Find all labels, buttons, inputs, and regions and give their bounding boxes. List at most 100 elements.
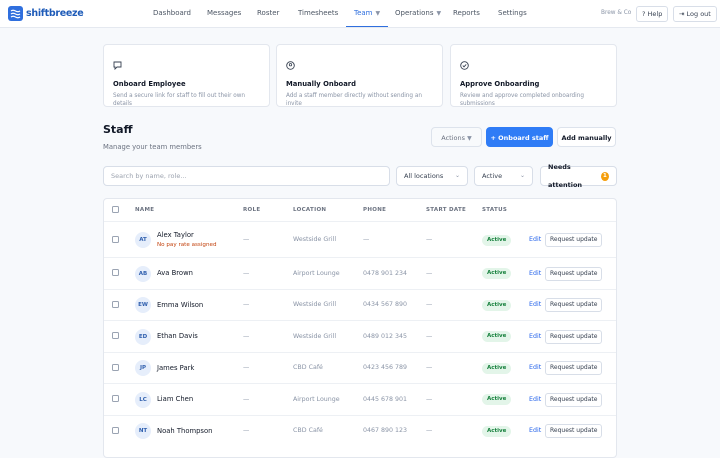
label: Active (482, 172, 503, 180)
edit-link[interactable]: Edit (529, 301, 542, 309)
avatar: AB (135, 265, 151, 282)
label: All locations (404, 172, 444, 180)
help-button[interactable]: ? Help (636, 6, 669, 22)
status-badge: Active (482, 425, 512, 437)
phone: 0423 456 789 (363, 364, 408, 372)
checkbox[interactable] (112, 269, 119, 277)
staff-name: Emma Wilson (157, 300, 204, 309)
start-date: — (426, 427, 433, 435)
staff-name: Liam Chen (157, 395, 194, 404)
card[interactable]: Manually Onboard Add a staff member dire… (276, 44, 443, 107)
icon (286, 61, 295, 70)
card-description: Send a secure link for staff to fill out… (113, 93, 246, 107)
table-row: JP James Park — CBD Café 0423 456 789 — Active… (104, 351, 616, 384)
request-update-button[interactable]: Request update (545, 424, 603, 439)
staff-name: Alex Taylor (157, 231, 194, 239)
request-update-button[interactable]: Request update (545, 266, 603, 281)
table-row: EW Emma Wilson — Westside Grill 0434 567 890… (104, 288, 616, 321)
start-date: — (426, 236, 433, 243)
edit-link[interactable]: Edit (529, 427, 542, 435)
location: Westside Grill (293, 301, 337, 309)
status-badge: Active (482, 394, 512, 406)
label: Actions (441, 134, 466, 142)
page-subtitle: Manage your team members (103, 143, 202, 151)
avatar: NT (135, 423, 151, 440)
checkbox[interactable] (112, 395, 119, 403)
add-manually-button[interactable]: Add manually (557, 127, 616, 147)
edit-link[interactable]: Edit (529, 395, 542, 403)
checkbox[interactable] (112, 300, 119, 308)
status-badge: Active (482, 362, 512, 374)
search-input[interactable]: Search by name, role... (103, 166, 390, 186)
edit-link[interactable]: Edit (529, 269, 542, 277)
actions-button[interactable]: Actions ▼ (431, 127, 482, 147)
status-select[interactable]: Active ⌄ (474, 166, 533, 186)
nav-item[interactable]: Messages (207, 9, 242, 17)
role: — (243, 427, 250, 435)
logout-button[interactable]: ⇥ Log out (673, 6, 717, 22)
badge: 1 (600, 171, 609, 181)
checkbox[interactable] (112, 235, 119, 243)
start-date: — (426, 364, 433, 372)
status-badge: Active (482, 234, 512, 246)
nav-item[interactable]: Reports (453, 9, 480, 17)
card-title: Approve Onboarding (460, 80, 540, 88)
location: Airport Lounge (293, 395, 340, 403)
start-date: — (426, 332, 433, 340)
checkbox[interactable] (112, 206, 119, 213)
location-select[interactable]: All locations ⌄ (396, 166, 468, 186)
label: Log out (686, 10, 711, 18)
checkbox[interactable] (112, 332, 119, 340)
card[interactable]: Approve Onboarding Review and approve co… (450, 44, 617, 107)
request-update-button[interactable]: Request update (545, 298, 603, 313)
card[interactable]: Onboard Employee Send a secure link for … (103, 44, 270, 107)
nav-item[interactable]: Dashboard (153, 9, 191, 17)
location: CBD Café (293, 427, 323, 435)
start-date: — (426, 301, 433, 309)
avatar: LC (135, 391, 151, 408)
logo-icon (8, 6, 23, 21)
role: — (243, 301, 250, 309)
nav-item[interactable]: Roster (257, 9, 280, 17)
edit-link[interactable]: Edit (529, 332, 542, 340)
nav-item[interactable]: Settings (498, 9, 527, 17)
request-update-button[interactable]: Request update (545, 361, 603, 376)
request-update-button[interactable]: Request update (545, 329, 603, 344)
phone: 0489 012 345 (363, 332, 408, 340)
column-header: PHONE (363, 207, 387, 213)
request-update-button[interactable]: Request update (545, 233, 603, 247)
location: CBD Café (293, 364, 323, 372)
logo[interactable]: shiftbreeze (8, 6, 84, 21)
nav-item[interactable]: Team ▼ (346, 0, 389, 27)
phone: 0434 567 890 (363, 301, 408, 309)
edit-link[interactable]: Edit (529, 236, 542, 243)
status-badge: Active (482, 268, 512, 280)
status-badge: Active (482, 299, 512, 311)
onboard-button[interactable]: + Onboard staff (486, 127, 553, 147)
card-title: Onboard Employee (113, 80, 186, 88)
phone: 0445 678 901 (363, 395, 408, 403)
request-update-button[interactable]: Request update (545, 392, 603, 407)
icon (113, 61, 122, 71)
icon (460, 61, 469, 70)
table-row: ED Ethan Davis — Westside Grill 0489 012 345… (104, 320, 616, 352)
brand: shiftbreeze (26, 8, 84, 19)
phone: 0467 890 123 (363, 427, 408, 435)
table-row: LC Liam Chen — Airport Lounge 0445 678 901 — A… (104, 383, 616, 415)
checkbox[interactable] (112, 426, 119, 434)
edit-link[interactable]: Edit (529, 364, 542, 372)
column-header: START DATE (426, 207, 467, 213)
nav-item[interactable]: Operations ▼ (395, 0, 441, 27)
nav-item[interactable]: Timesheets (298, 9, 339, 17)
attention-button[interactable]: Needs attention 1 (540, 163, 617, 189)
card-title: Manually Onboard (286, 80, 357, 88)
role: — (243, 332, 250, 340)
column-header: STATUS (482, 207, 508, 213)
staff-name: Ethan Davis (157, 332, 198, 341)
location: Westside Grill (293, 332, 337, 340)
table-row: AT Alex Taylor No pay rate assigned — Westsi… (104, 221, 616, 257)
column-header: NAME (135, 207, 155, 213)
checkbox[interactable] (112, 363, 119, 371)
phone: 0478 901 234 (363, 269, 408, 277)
